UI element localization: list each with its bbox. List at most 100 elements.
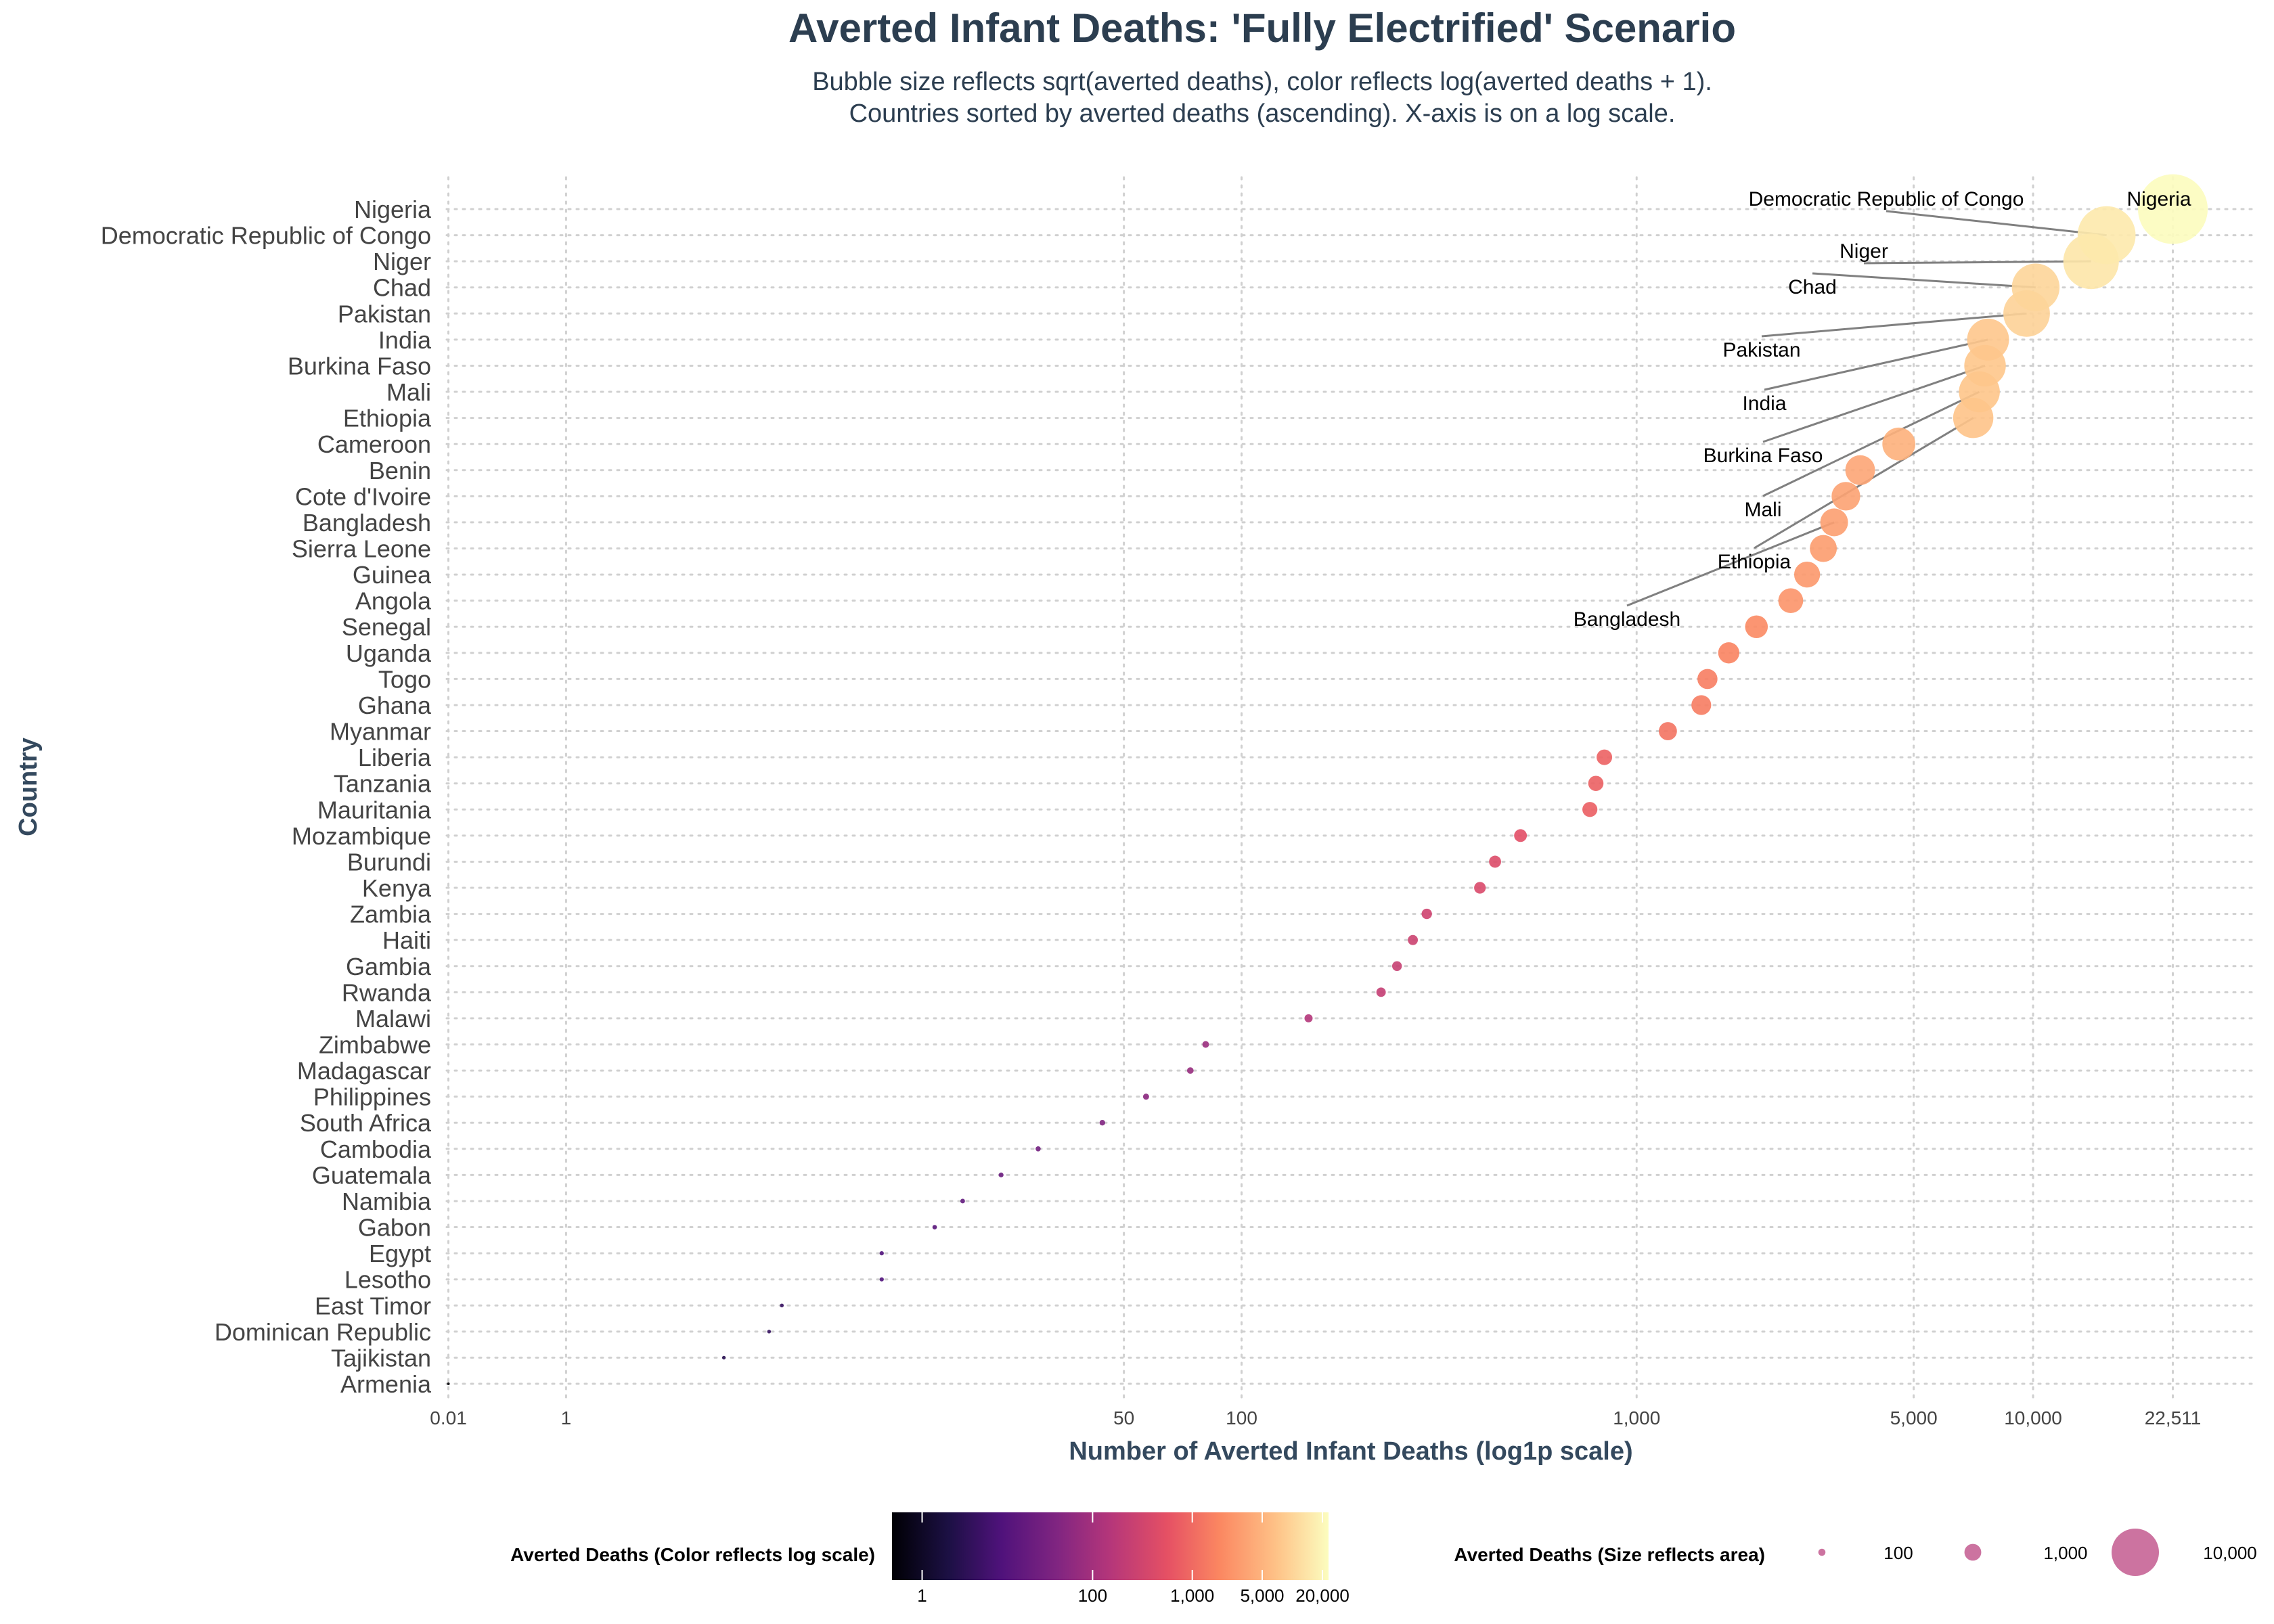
size-legend-label: 10,000 [2203,1543,2257,1563]
x-tick-label: 1,000 [1613,1407,1660,1428]
annotation-label: Burkina Faso [1703,445,1823,467]
y-tick-label: Niger [373,248,431,275]
size-legend-label: 1,000 [2043,1543,2087,1563]
y-tick-label: Kenya [362,874,432,902]
y-tick-label: Chad [373,274,431,302]
y-axis-title: Country [14,738,43,836]
y-tick-label: Pakistan [338,300,431,328]
y-tick-label: Mali [386,378,431,406]
data-point [780,1303,784,1308]
data-point [447,1382,450,1386]
y-tick-label: Ethiopia [343,405,432,432]
data-point [998,1172,1004,1177]
data-point [1408,934,1419,945]
data-point [879,1250,884,1256]
data-point [1691,695,1712,715]
y-tick-label: Madagascar [297,1057,431,1085]
annotation-label: Ethiopia [1718,551,1791,573]
y-tick-label: Democratic Republic of Congo [101,222,431,250]
size-legend-bubble [2112,1529,2159,1576]
data-point [2077,206,2136,265]
data-point [1142,1093,1149,1100]
annotation-label: Chad [1788,276,1837,298]
data-point [1304,1014,1313,1022]
y-tick-label: Ghana [358,692,432,719]
data-point [1697,669,1718,690]
data-point [1658,722,1677,740]
data-point [1489,855,1501,868]
data-point [2011,263,2060,311]
color-legend-tick-label: 1,000 [1170,1585,1214,1606]
y-tick-label: Tanzania [334,770,432,798]
data-point [1588,775,1604,791]
color-legend-bar [892,1512,1329,1580]
x-tick-label: 5,000 [1890,1407,1938,1428]
data-point [1810,535,1837,562]
y-tick-label: Gambia [346,953,432,980]
size-legend-bubble [1964,1543,1982,1561]
annotation-leader-line [1863,260,2091,265]
color-legend-ticks: 1 100 1,000 5,000 20,000 [917,1512,1350,1606]
data-point [1376,987,1386,997]
annotation-label: India [1742,392,1786,415]
data-point [1391,961,1402,971]
data-point [879,1277,884,1282]
y-tick-label: Myanmar [330,718,431,746]
size-legend-label: 100 [1883,1543,1913,1563]
y-tick-label: Tajikistan [331,1344,431,1372]
data-point [1202,1041,1209,1048]
y-tick-label: Guatemala [312,1161,432,1189]
data-point [1514,829,1528,842]
y-tick-label: Namibia [342,1188,432,1215]
y-tick-label: Gabon [358,1214,431,1242]
data-point [1745,615,1768,639]
y-tick-label: Malawi [355,1005,431,1033]
data-point [1186,1067,1194,1074]
y-tick-label: Bangladesh [303,509,431,537]
size-legend-title: Averted Deaths (Size reflects area) [1454,1544,1765,1565]
x-tick-label: 50 [1113,1407,1134,1428]
y-tick-label: Haiti [382,926,431,954]
size-legend-items: 100 1,000 10,000 [1818,1529,2257,1576]
y-tick-label: Burkina Faso [288,352,431,380]
data-point [1718,642,1740,664]
annotation-label: Mali [1744,499,1781,521]
y-tick-label: Sierra Leone [292,535,431,563]
color-legend-tick-label: 100 [1078,1585,1107,1606]
y-tick-label: Dominican Republic [215,1318,431,1346]
color-legend-tick-label: 20,000 [1295,1585,1350,1606]
y-tick-label: Mozambique [292,822,431,850]
annotation-leader-line [1762,390,1980,497]
data-point [1882,427,1916,461]
y-tick-label: Benin [369,457,431,484]
data-point [1099,1120,1105,1126]
color-legend-title: Averted Deaths (Color reflects log scale… [510,1544,875,1565]
y-tick-label: East Timor [315,1292,431,1320]
annotation-leader-line [1761,312,2027,338]
data-point [1582,802,1598,817]
grid-layer [445,176,2255,1402]
size-legend-bubble [1818,1548,1826,1556]
annotation-leader-line [1886,210,2107,237]
annotation-leader-line [1762,365,1986,443]
annotation-leader-line [1764,338,1988,391]
y-tick-label: Senegal [342,613,431,641]
y-tick-label: Uganda [346,639,432,667]
annotation-leader-layer [1626,210,2107,607]
x-tick-label: 1 [561,1407,572,1428]
y-tick-label: Cote d'Ivoire [295,482,431,510]
y-tick-label: Egypt [369,1240,431,1267]
data-point [1845,455,1875,485]
data-point [1778,588,1804,613]
data-point [1421,908,1432,920]
x-tick-label: 100 [1226,1407,1257,1428]
x-axis-tick-labels: 0.01 1 50 100 1,000 5,000 10,000 22,511 [430,1407,2201,1428]
color-legend: Averted Deaths (Color reflects log scale… [510,1512,1350,1606]
data-point [767,1330,772,1334]
data-point-layer [447,174,2208,1386]
y-tick-label: Togo [378,665,431,693]
y-tick-label: Philippines [313,1083,431,1111]
data-point [1474,882,1486,894]
x-axis-title: Number of Averted Infant Deaths (log1p s… [1069,1437,1632,1466]
data-point [1967,318,2009,361]
